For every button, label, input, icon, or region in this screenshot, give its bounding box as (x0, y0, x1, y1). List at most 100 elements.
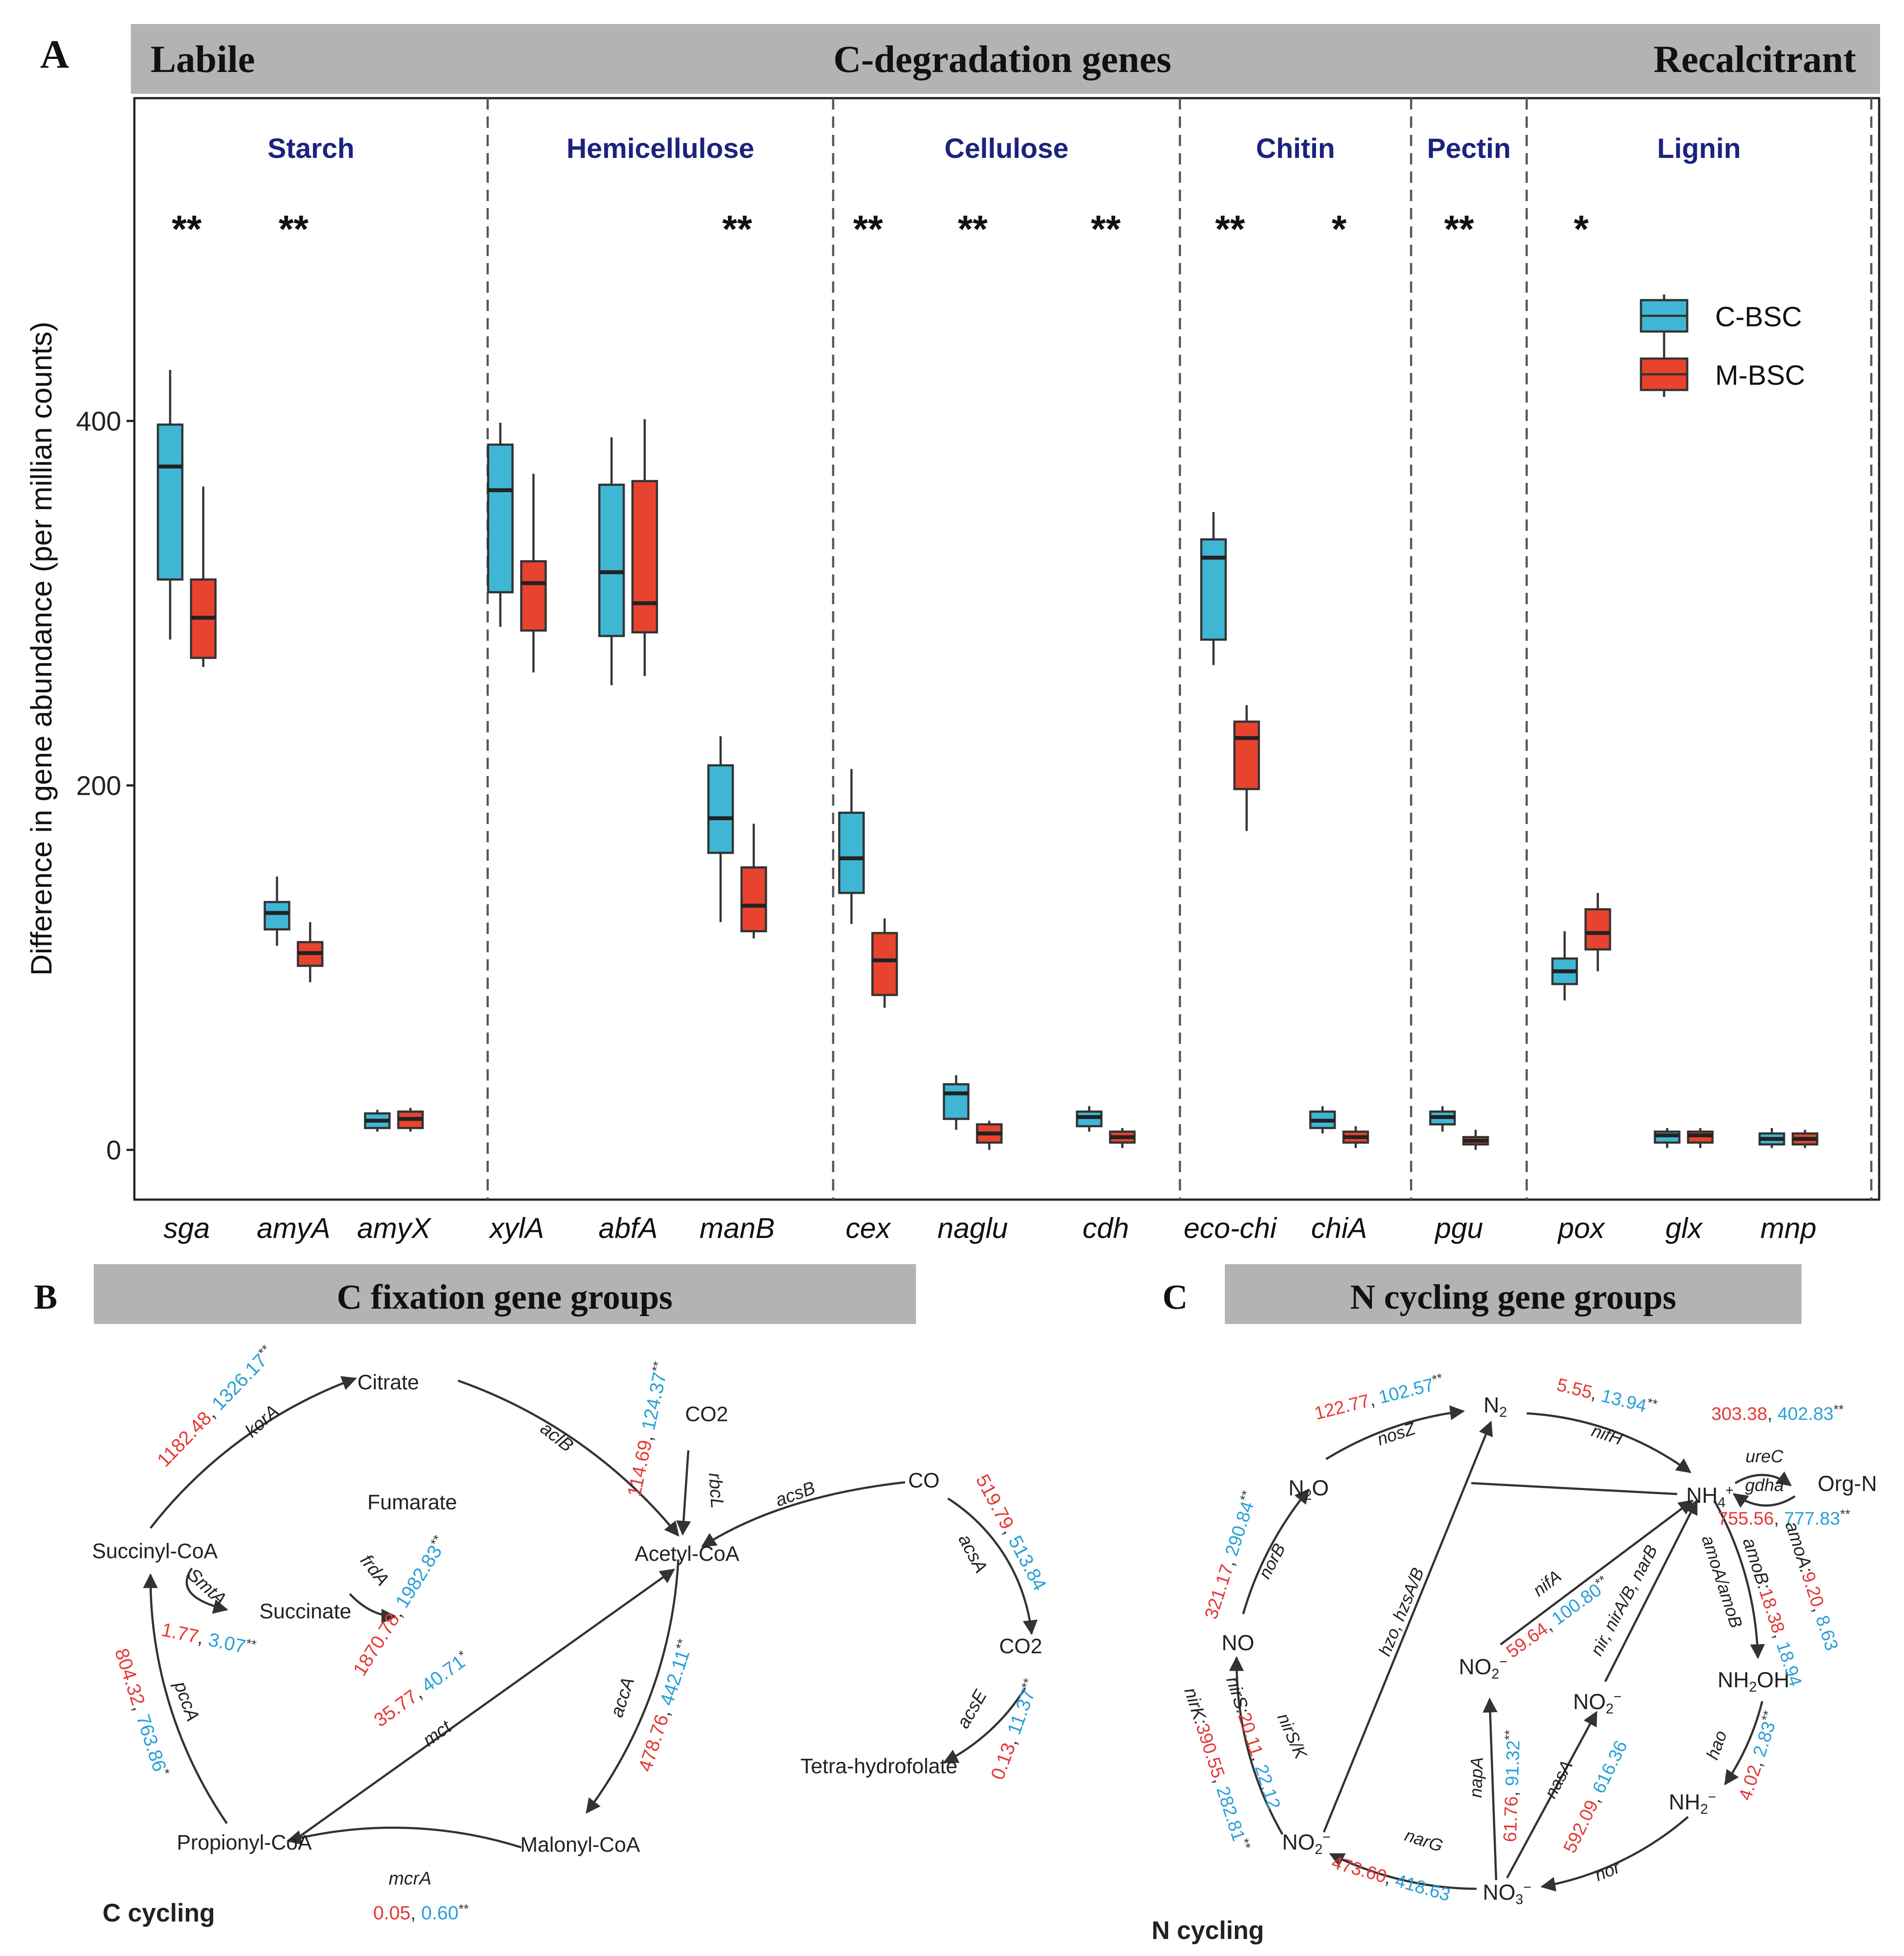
box (1233, 720, 1260, 790)
gene-hao: hao (1703, 1728, 1731, 1762)
value-acsa: 519.79, 513.84 (971, 1471, 1050, 1594)
node-no2-middle: NO2− (1573, 1689, 1621, 1717)
gene-hzo: hzo, hzsA/B (1375, 1565, 1428, 1658)
node-malonyl-coa: Malonyl-CoA (520, 1833, 640, 1857)
boxplot-mnp-cbsc (1758, 1128, 1785, 1148)
box (263, 901, 291, 931)
box (631, 480, 658, 634)
gene-frda: frdA (356, 1550, 393, 1590)
boxplot-manB-cbsc (707, 736, 734, 922)
node-nh2: NH2− (1669, 1789, 1716, 1817)
node-co: CO (908, 1469, 940, 1492)
boxplot-cex-cbsc (838, 769, 865, 924)
value-nosz: 122.77, 102.57** (1312, 1371, 1446, 1423)
node-co2-top: CO2 (685, 1403, 728, 1426)
value-mcra: 0.05, 0.60** (373, 1902, 468, 1924)
gene-label: pox (1557, 1212, 1605, 1244)
node-citrate: Citrate (357, 1371, 419, 1394)
boxplot-sga-mbsc (190, 486, 217, 667)
y-axis: 0 200 400 (76, 407, 134, 1166)
node-no: NO (1222, 1631, 1255, 1655)
boxplot-pgu-mbsc (1462, 1130, 1489, 1150)
gene-label: eco-chi (1184, 1212, 1278, 1244)
gene-rbcl: rbcL (705, 1472, 728, 1509)
node-succinyl-coa: Succinyl-CoA (92, 1540, 218, 1563)
gene-label: pgu (1434, 1212, 1483, 1244)
plot-area (133, 97, 1880, 1201)
gene-acsa: acsA (954, 1531, 991, 1576)
panel-b-banner-text: C fixation gene groups (337, 1278, 673, 1317)
significance-labels: ** ** ** ** ** ** ** * ** * (172, 207, 1589, 250)
panel-a-letter: A (40, 32, 69, 76)
boxplot-manB-mbsc (740, 824, 767, 939)
box (487, 443, 514, 594)
boxplot-glx-mbsc (1687, 1128, 1714, 1148)
legend-label-mbsc: M-BSC (1715, 359, 1805, 391)
gene-label: naglu (937, 1212, 1008, 1244)
box (520, 560, 547, 632)
boxplot-amyA-mbsc (297, 922, 324, 982)
gene-label: xylA (489, 1212, 544, 1244)
boxplot-sga-cbsc (157, 370, 184, 640)
node-propionyl-coa: Propionyl-CoA (177, 1831, 311, 1854)
significance-label: ** (1444, 207, 1474, 250)
boxplot-naglu-cbsc (943, 1075, 970, 1130)
y-tick-label: 0 (106, 1135, 121, 1166)
legend-label-cbsc: C-BSC (1715, 301, 1802, 332)
boxplot-amyX-cbsc (364, 1110, 391, 1132)
node-tetrahydrofolate: Tetra-hydrofolate (800, 1755, 957, 1778)
boxplot-pox-cbsc (1551, 931, 1578, 1001)
box (871, 932, 898, 996)
node-no3: NO3− (1483, 1879, 1531, 1907)
significance-label: ** (722, 207, 752, 250)
boxplot-glx-cbsc (1654, 1128, 1681, 1148)
boxplot-pox-mbsc (1584, 893, 1611, 971)
boxplots (157, 370, 1819, 1150)
boxplot-amyA-cbsc (263, 876, 291, 946)
value-smta: 1.77, 3.07** (160, 1618, 258, 1660)
gene-label: chiA (1311, 1212, 1367, 1244)
node-nh4: NH4+ (1686, 1482, 1734, 1510)
node-org-n: Org-N (1818, 1471, 1877, 1496)
gene-mcra: mcrA (389, 1868, 431, 1888)
gene-norb: norB (1255, 1540, 1289, 1582)
box (838, 811, 865, 894)
gene-gdha: gdha (1745, 1476, 1784, 1495)
y-tick-label: 200 (76, 771, 121, 801)
y-tick-label: 400 (76, 407, 121, 437)
gene-nasa: nasA (1541, 1757, 1577, 1801)
boxplot-pgu-cbsc (1429, 1106, 1456, 1132)
box (740, 866, 767, 933)
node-fumarate: Fumarate (367, 1491, 457, 1514)
gene-label: mnp (1760, 1212, 1816, 1244)
boxplot-chiA-mbsc (1342, 1126, 1369, 1148)
value-nasa: 592.09, 616.36 (1559, 1737, 1631, 1856)
gene-mct: mct (419, 1716, 455, 1750)
gene-label: abfA (598, 1212, 658, 1244)
c-cycling-caption: C cycling (103, 1899, 215, 1927)
gene-acse: acsE (953, 1686, 991, 1732)
group-label: Chitin (1256, 133, 1335, 164)
boxplot-cdh-mbsc (1109, 1128, 1136, 1148)
gene-nifa: nifA (1529, 1566, 1565, 1600)
value-norb: 321.17, 290.84** (1200, 1489, 1261, 1621)
banner-recalcitrant: Recalcitrant (1654, 38, 1856, 81)
c-fixation-diagram (143, 1376, 1038, 1849)
boxplot-xylA-mbsc (520, 474, 547, 673)
gene-aclb: aclB (537, 1418, 577, 1456)
significance-label: ** (1091, 207, 1121, 250)
gene-acca: accA (606, 1675, 638, 1720)
boxplot-abfA-cbsc (598, 437, 625, 685)
significance-label: ** (172, 207, 202, 250)
panel-c-banner (1225, 1264, 1801, 1324)
significance-label: * (1332, 207, 1347, 250)
boxplot-amyX-mbsc (397, 1108, 424, 1132)
gene-urec: ureC (1746, 1447, 1784, 1466)
value-rbcl: 114.69, 124.37** (623, 1360, 673, 1499)
node-nh2oh: NH2OH (1717, 1668, 1789, 1695)
gene-label: manB (700, 1212, 775, 1244)
group-label: Hemicellulose (567, 133, 754, 164)
value-urec: 303.38, 402.83** (1711, 1402, 1844, 1424)
c-fixation-nodes: Citrate CO2 Fumarate Succinyl-CoA Acetyl… (92, 1371, 1042, 1857)
